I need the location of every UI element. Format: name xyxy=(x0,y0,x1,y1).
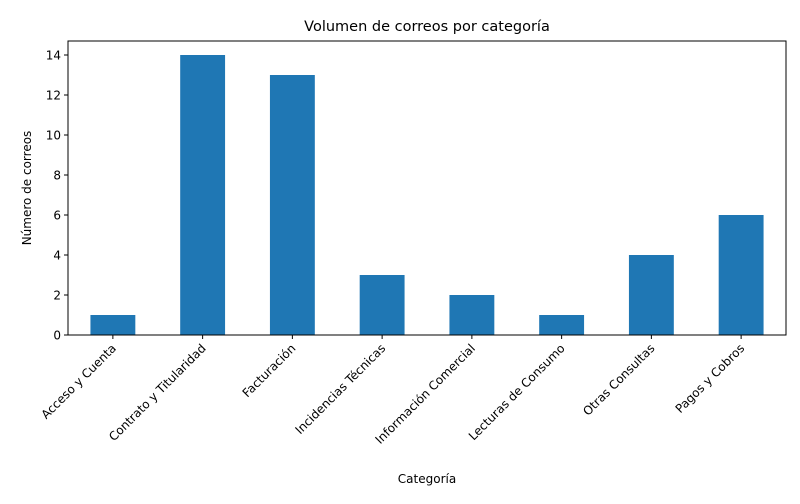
bar-5 xyxy=(539,315,585,335)
bar-6 xyxy=(628,255,674,335)
x-tick-label: Otras Consultas xyxy=(580,341,657,418)
plot-area xyxy=(90,55,764,335)
bar-1 xyxy=(180,55,226,335)
x-tick-label: Facturación xyxy=(240,341,299,400)
x-axis-label: Categoría xyxy=(398,472,456,486)
y-tick-label: 4 xyxy=(53,249,61,263)
y-tick-label: 6 xyxy=(53,209,61,223)
bar-0 xyxy=(90,315,136,335)
y-tick-label: 2 xyxy=(53,289,61,303)
bar-2 xyxy=(269,75,315,335)
plot-frame xyxy=(67,40,787,336)
x-tick-label: Contrato y Titularidad xyxy=(106,341,209,444)
x-tick-label: Acceso y Cuenta xyxy=(38,341,119,422)
y-tick-label: 8 xyxy=(53,169,61,183)
x-tick-label: Información Comercial xyxy=(372,341,478,447)
x-tick-label: Lecturas de Consumo xyxy=(466,341,568,443)
x-tick-label: Pagos y Cobros xyxy=(673,341,748,416)
bar-4 xyxy=(449,295,495,335)
bar-3 xyxy=(359,275,405,335)
y-tick-label: 14 xyxy=(46,49,61,63)
x-tick-label: Incidencias Técnicas xyxy=(292,341,388,437)
y-axis-label: Número de correos xyxy=(20,131,34,246)
chart-title: Volumen de correos por categoría xyxy=(304,19,550,35)
y-tick-label: 0 xyxy=(53,329,61,343)
y-tick-label: 10 xyxy=(46,129,61,143)
y-tick-label: 12 xyxy=(46,89,61,103)
y-axis: 0 2 4 6 8 10 12 14 xyxy=(46,49,68,343)
bar-7 xyxy=(718,215,764,335)
